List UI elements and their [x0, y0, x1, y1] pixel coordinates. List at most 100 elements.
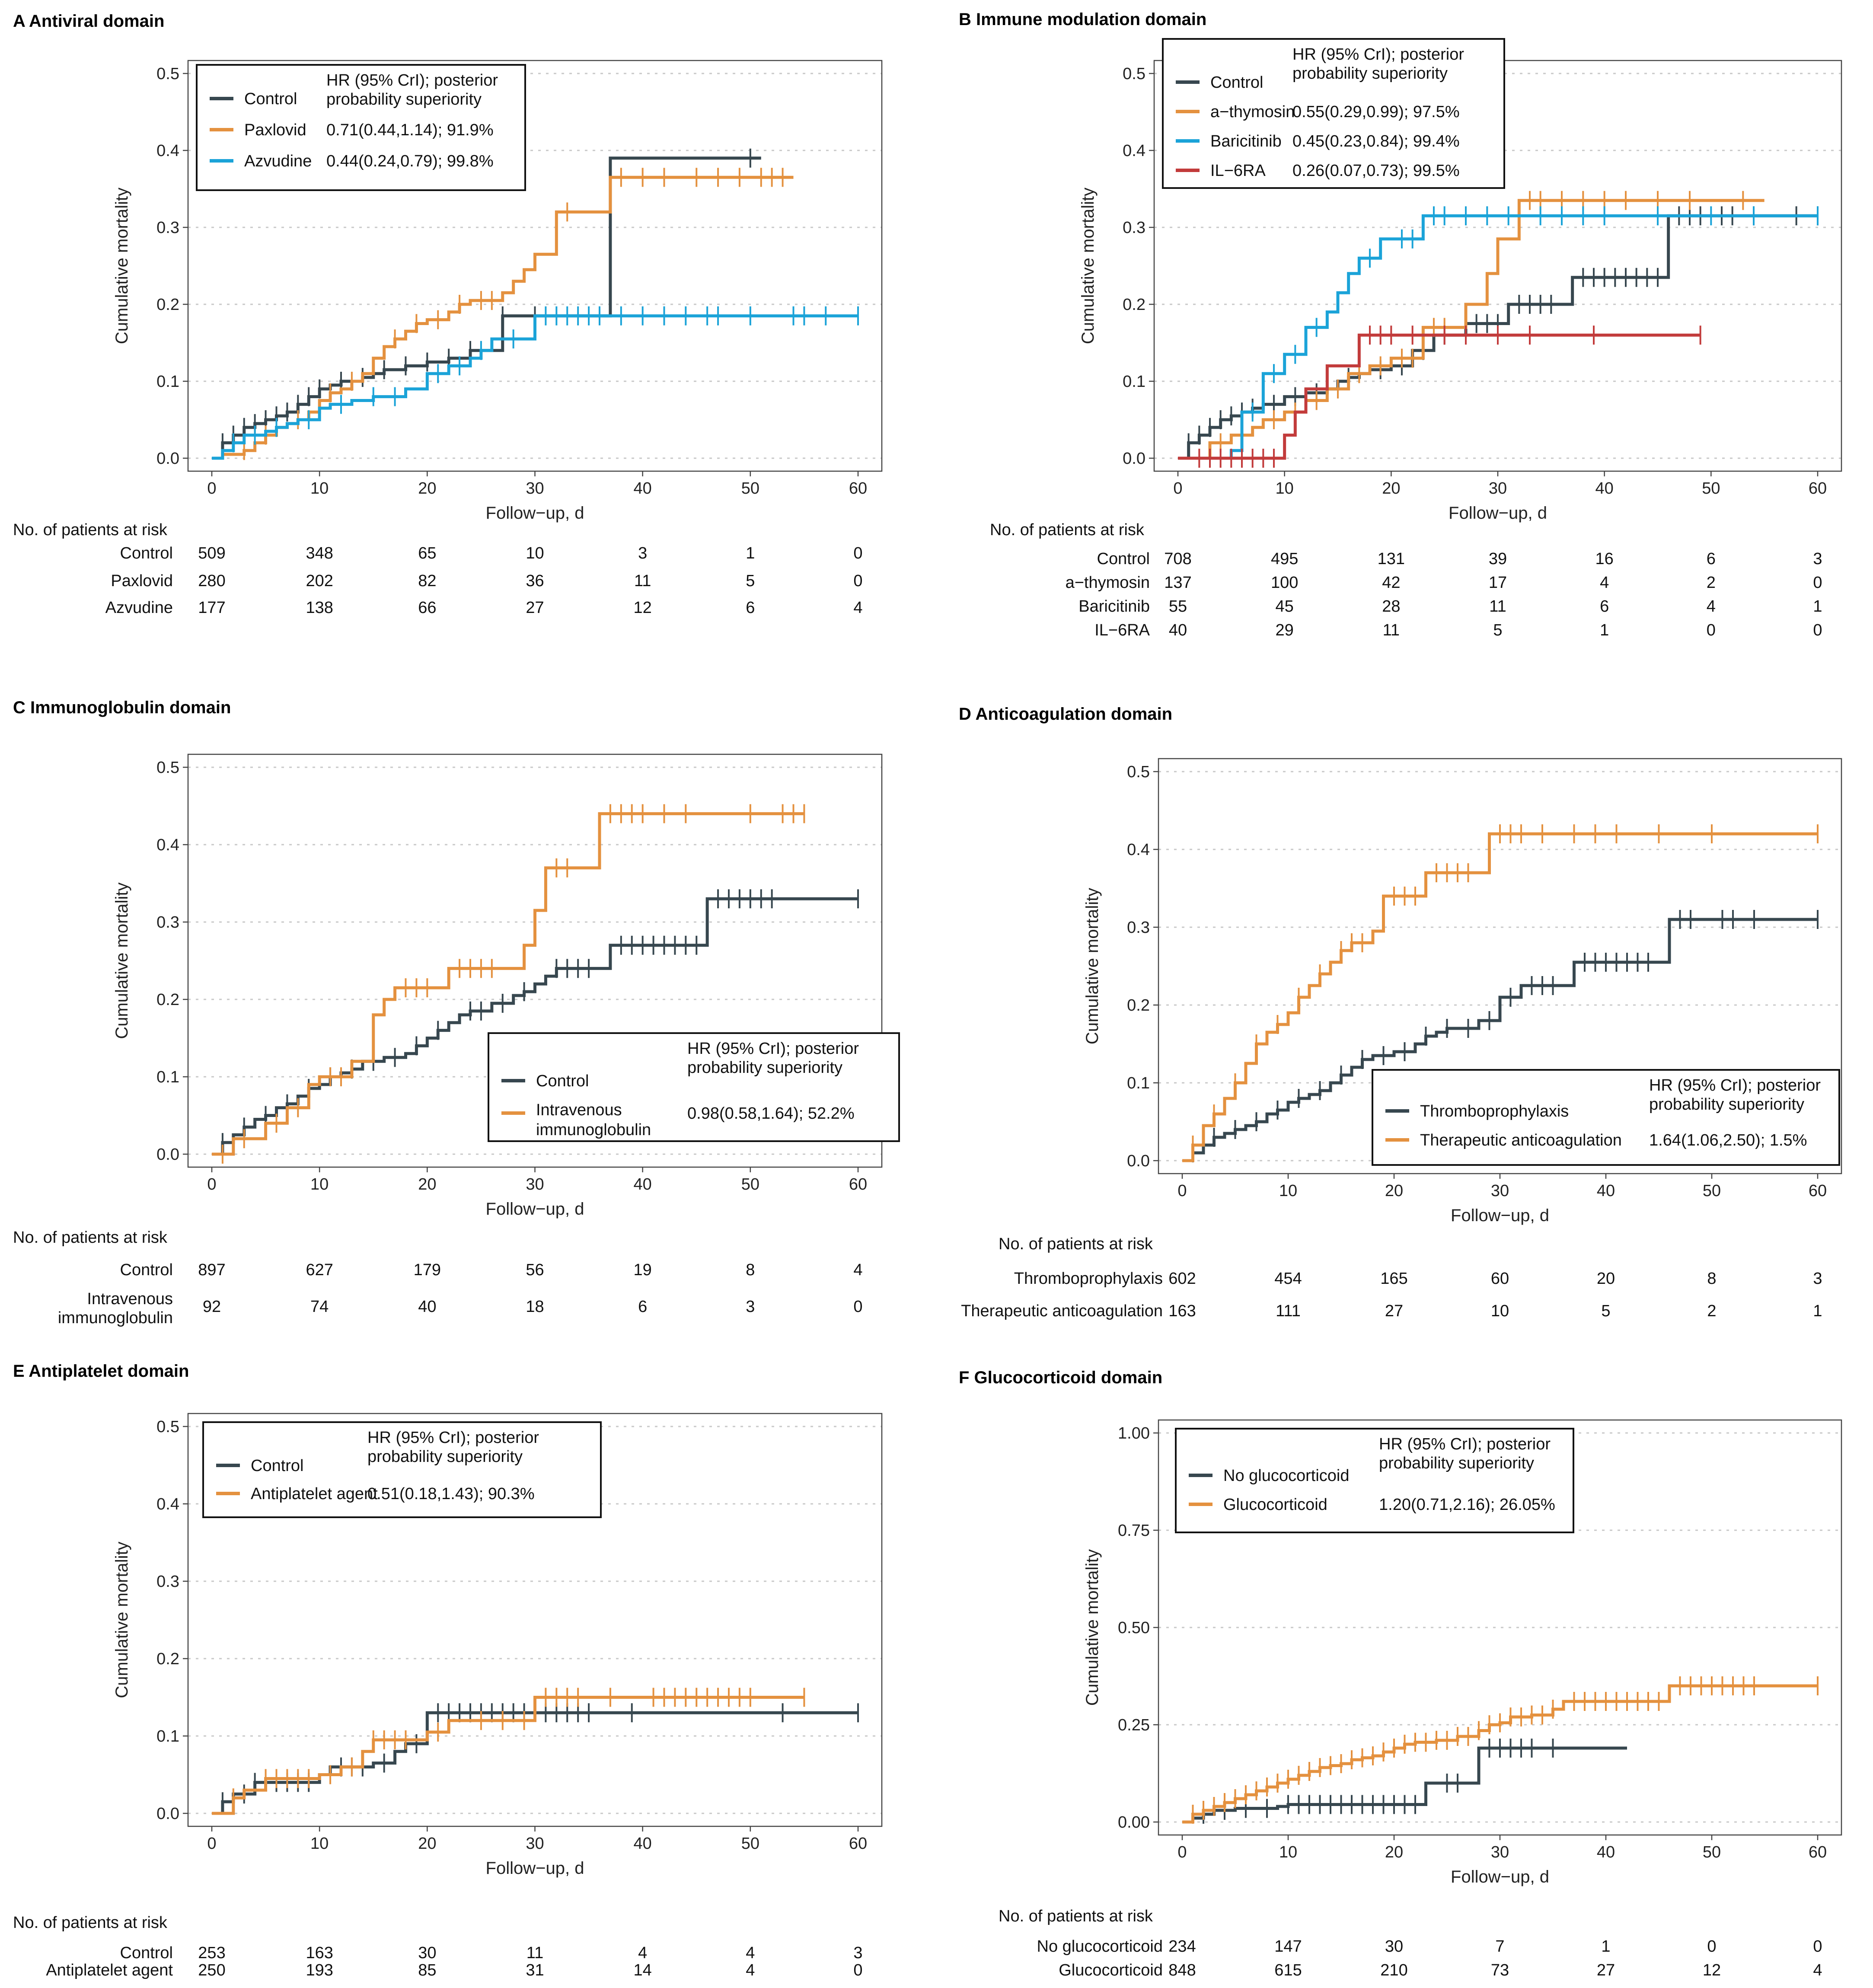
y-tick-label: 0.4 — [1127, 841, 1150, 859]
risk-table-title: No. of patients at risk — [990, 521, 1145, 539]
legend-label: Azvudine — [244, 152, 312, 170]
y-tick-label: 0.3 — [1123, 219, 1145, 237]
y-axis-label: Cumulative mortality — [112, 1541, 131, 1698]
risk-table-title: No. of patients at risk — [999, 1235, 1153, 1253]
legend-hr-value: 0.71(0.44,1.14); 91.9% — [326, 121, 494, 139]
legend-hr-header: HR (95% CrI); posterior — [687, 1040, 859, 1058]
risk-value: 11 — [1383, 621, 1400, 639]
risk-value: 177 — [198, 599, 225, 617]
risk-row-label: immunoglobulin — [58, 1309, 173, 1327]
series-line-control — [212, 1711, 858, 1815]
x-tick-label: 30 — [1491, 1182, 1509, 1200]
risk-row-label: Control — [1097, 550, 1150, 568]
risk-value: 1 — [1600, 621, 1609, 639]
risk-value: 147 — [1274, 1937, 1302, 1956]
risk-value: 163 — [1168, 1302, 1196, 1320]
x-tick-label: 40 — [1597, 1843, 1615, 1861]
legend-hr-value: 0.44(0.24,0.79); 99.8% — [326, 152, 494, 170]
risk-value: 627 — [306, 1261, 333, 1279]
legend-hr-value: 0.98(0.58,1.64); 52.2% — [687, 1104, 855, 1123]
y-tick-label: 0.1 — [1123, 373, 1145, 391]
risk-value: 3 — [853, 1944, 862, 1962]
risk-value: 495 — [1271, 550, 1298, 568]
y-tick-label: 0.0 — [156, 1805, 179, 1823]
y-tick-label: 0.2 — [1127, 996, 1150, 1015]
risk-value: 0 — [1813, 574, 1822, 592]
x-tick-label: 20 — [1382, 479, 1400, 498]
risk-value: 202 — [306, 572, 333, 590]
y-tick-label: 0.5 — [1127, 763, 1150, 781]
x-tick-label: 0 — [207, 1175, 216, 1193]
y-tick-label: 0.75 — [1118, 1522, 1150, 1540]
risk-value: 163 — [306, 1944, 333, 1962]
risk-row-label: Baricitinib — [1078, 597, 1150, 616]
panel-E: E Antiplatelet domain 0.0 0.1 0.2 0.3 0.4 0.5 0… — [13, 1362, 883, 1979]
y-axis-label: Cumulative mortality — [1083, 888, 1102, 1044]
legend-hr-value: 1.20(0.71,2.16); 26.05% — [1379, 1496, 1555, 1514]
risk-value: 131 — [1378, 550, 1405, 568]
panel-B: B Immune modulation domain 0.0 0.1 0.2 0.3 0.… — [959, 10, 1842, 639]
series-line-antiplatelet-agent — [212, 1696, 804, 1815]
x-tick-label: 60 — [849, 479, 867, 498]
x-axis-label: Follow−up, d — [486, 504, 584, 523]
x-tick-label: 40 — [1597, 1182, 1615, 1200]
x-tick-label: 30 — [1491, 1843, 1509, 1861]
legend-hr-header: probability superiority — [367, 1448, 523, 1466]
legend-hr-value: 0.26(0.07,0.73); 99.5% — [1292, 162, 1460, 180]
risk-table: No. of patients at risk Thromboprophylaxi… — [961, 1235, 1822, 1320]
risk-value: 1 — [746, 544, 755, 562]
x-tick-label: 40 — [1595, 479, 1614, 498]
legend-label: Thromboprophylaxis — [1420, 1102, 1569, 1120]
risk-value: 11 — [634, 572, 651, 590]
legend-box — [1162, 38, 1505, 189]
legend-hr-value: 0.51(0.18,1.43); 90.3% — [367, 1485, 535, 1503]
risk-value: 6 — [1707, 550, 1716, 568]
risk-value: 165 — [1380, 1270, 1407, 1288]
risk-value: 5 — [1601, 1302, 1610, 1320]
risk-row-label: Azvudine — [105, 599, 173, 617]
legend-box — [1175, 1428, 1574, 1533]
legend-box — [202, 1421, 602, 1518]
risk-value: 0 — [1707, 1937, 1716, 1956]
x-axis-label: Follow−up, d — [486, 1859, 584, 1878]
legend-label: Paxlovid — [244, 121, 306, 139]
risk-value: 11 — [1489, 597, 1506, 616]
y-tick-label: 0.4 — [156, 142, 179, 160]
risk-value: 8 — [746, 1261, 755, 1279]
x-tick-label: 10 — [1279, 1182, 1297, 1200]
x-tick-label: 10 — [310, 1175, 329, 1193]
risk-value: 92 — [203, 1298, 221, 1316]
x-tick-label: 50 — [1703, 1843, 1721, 1861]
series-line-baricitinib — [1178, 214, 1818, 460]
legend-label: Control — [1210, 73, 1264, 92]
risk-value: 14 — [634, 1961, 652, 1979]
legend-label: Therapeutic anticoagulation — [1420, 1131, 1622, 1149]
y-tick-label: 0.2 — [1123, 296, 1145, 314]
legend-hr-header: HR (95% CrI); posterior — [1379, 1435, 1551, 1453]
risk-table: No. of patients at risk Control 897 627 179 5… — [13, 1229, 863, 1327]
legend-label: immunoglobulin — [536, 1121, 651, 1139]
risk-value: 10 — [1491, 1302, 1509, 1320]
legend-label: Baricitinib — [1210, 132, 1282, 150]
risk-row-label: Intravenous — [87, 1290, 173, 1308]
y-tick-label: 0.1 — [156, 373, 179, 391]
x-axis-label: Follow−up, d — [1451, 1867, 1549, 1886]
legend-box — [1372, 1069, 1840, 1166]
risk-value: 6 — [638, 1298, 647, 1316]
x-tick-label: 30 — [526, 1835, 544, 1853]
risk-value: 85 — [418, 1961, 436, 1979]
risk-value: 73 — [1491, 1961, 1509, 1979]
risk-table: No. of patients at risk Control 253 163 30 11… — [13, 1914, 863, 1979]
risk-value: 55 — [1169, 597, 1187, 616]
risk-value: 3 — [746, 1298, 755, 1316]
legend-box — [196, 64, 526, 191]
risk-value: 848 — [1168, 1961, 1196, 1979]
legend-hr-header: HR (95% CrI); posterior — [1649, 1076, 1821, 1095]
risk-row-label: Thromboprophylaxis — [1014, 1270, 1163, 1288]
risk-value: 280 — [198, 572, 225, 590]
